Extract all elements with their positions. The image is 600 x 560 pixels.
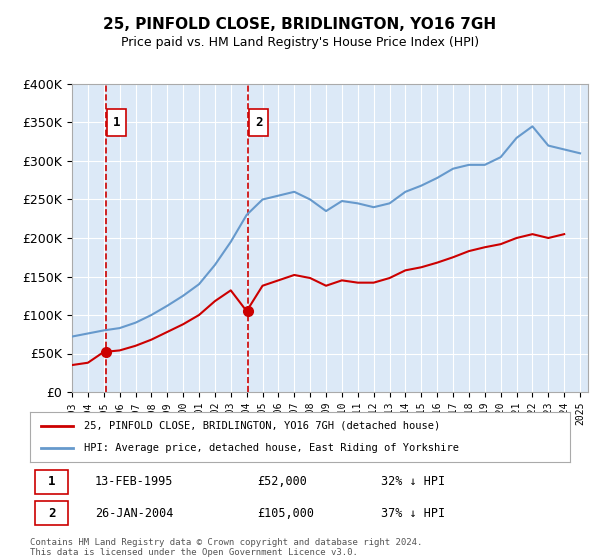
FancyBboxPatch shape <box>35 469 68 494</box>
FancyBboxPatch shape <box>35 501 68 525</box>
Text: HPI: Average price, detached house, East Riding of Yorkshire: HPI: Average price, detached house, East… <box>84 443 459 453</box>
Text: £52,000: £52,000 <box>257 475 307 488</box>
Bar <box>72 84 96 392</box>
Text: 2: 2 <box>48 507 55 520</box>
Text: 2: 2 <box>255 116 263 129</box>
Text: 37% ↓ HPI: 37% ↓ HPI <box>381 507 445 520</box>
Text: £105,000: £105,000 <box>257 507 314 520</box>
Text: 13-FEB-1995: 13-FEB-1995 <box>95 475 173 488</box>
Text: Price paid vs. HM Land Registry's House Price Index (HPI): Price paid vs. HM Land Registry's House … <box>121 36 479 49</box>
Text: 32% ↓ HPI: 32% ↓ HPI <box>381 475 445 488</box>
Text: 25, PINFOLD CLOSE, BRIDLINGTON, YO16 7GH: 25, PINFOLD CLOSE, BRIDLINGTON, YO16 7GH <box>103 17 497 32</box>
Text: 25, PINFOLD CLOSE, BRIDLINGTON, YO16 7GH (detached house): 25, PINFOLD CLOSE, BRIDLINGTON, YO16 7GH… <box>84 421 440 431</box>
Bar <box>564 84 588 392</box>
Text: 1: 1 <box>48 475 55 488</box>
FancyBboxPatch shape <box>250 109 268 136</box>
FancyBboxPatch shape <box>107 109 126 136</box>
Text: Contains HM Land Registry data © Crown copyright and database right 2024.
This d: Contains HM Land Registry data © Crown c… <box>30 538 422 557</box>
Text: 1: 1 <box>113 116 121 129</box>
Text: 26-JAN-2004: 26-JAN-2004 <box>95 507 173 520</box>
